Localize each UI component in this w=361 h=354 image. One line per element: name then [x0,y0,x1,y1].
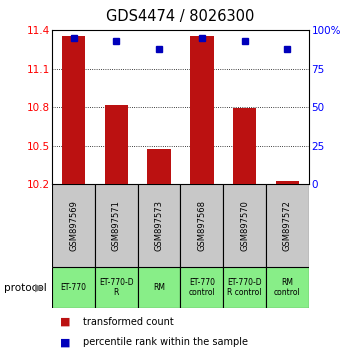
Text: transformed count: transformed count [83,317,174,327]
Bar [52,184,95,267]
Text: GSM897570: GSM897570 [240,200,249,251]
Bar [52,267,95,308]
Text: percentile rank within the sample: percentile rank within the sample [83,337,248,348]
Bar [95,184,138,267]
Text: GSM897568: GSM897568 [197,200,206,251]
Bar [190,36,214,184]
Text: ■: ■ [60,317,70,327]
Bar [233,108,256,184]
Text: GSM897572: GSM897572 [283,200,292,251]
Text: RM
control: RM control [274,278,301,297]
Bar [95,267,138,308]
Text: ▶: ▶ [35,282,44,293]
Text: ET-770-D
R control: ET-770-D R control [227,278,262,297]
Bar [62,36,86,184]
Bar [223,267,266,308]
Bar [223,184,266,267]
Bar [275,181,299,184]
Bar [266,267,309,308]
Text: ET-770: ET-770 [61,283,87,292]
Bar [180,184,223,267]
Text: RM: RM [153,283,165,292]
Bar [266,184,309,267]
Bar [147,149,171,184]
Text: GSM897573: GSM897573 [155,200,164,251]
Bar [138,267,180,308]
Text: GDS4474 / 8026300: GDS4474 / 8026300 [106,9,255,24]
Bar [180,267,223,308]
Bar [138,184,180,267]
Text: GSM897569: GSM897569 [69,200,78,251]
Text: protocol: protocol [4,282,46,293]
Text: GSM897571: GSM897571 [112,200,121,251]
Text: ET-770
control: ET-770 control [188,278,215,297]
Text: ET-770-D
R: ET-770-D R [99,278,134,297]
Bar [105,105,128,184]
Text: ■: ■ [60,337,70,348]
